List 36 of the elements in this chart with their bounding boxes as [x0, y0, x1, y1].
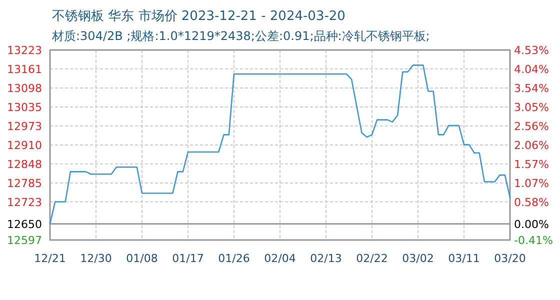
x-tick-label: 03/02 — [402, 252, 434, 265]
y2-tick-label: 2.56% — [514, 120, 549, 133]
y2-tick-label: 3.05% — [514, 100, 549, 114]
y2-tick-label: 1.07% — [514, 177, 549, 190]
x-tick-label: 02/04 — [264, 252, 296, 265]
x-tick-label: 02/13 — [310, 252, 342, 265]
x-tick-label: 03/11 — [448, 252, 480, 265]
y-tick-label: 12597 — [7, 234, 42, 247]
x-tick-label: 01/08 — [126, 252, 158, 265]
y-tick-label: 13098 — [7, 82, 42, 95]
y-tick-label: 12785 — [7, 176, 42, 190]
y-tick-label: 12848 — [7, 158, 42, 171]
y2-tick-label: 0.58% — [514, 196, 549, 209]
chart-title: 不锈钢板 华东 市场价 2023-12-21 - 2024-03-20 — [52, 9, 346, 24]
y2-tick-label: 0.00% — [514, 218, 549, 232]
y-tick-label: 13161 — [7, 62, 42, 76]
y-tick-label: 13035 — [7, 101, 42, 114]
x-tick-label: 12/21 — [34, 252, 66, 265]
x-tick-label: 01/26 — [218, 252, 250, 265]
x-tick-label: 01/17 — [172, 252, 204, 265]
x-tick-label: 12/30 — [80, 252, 112, 265]
chart-subtitle: 材质:304/2B ;规格:1.0*1219*2438;公差:0.91;品种:冷轧不锈钢平板; — [51, 29, 430, 43]
x-tick-label: 03/20 — [494, 252, 526, 265]
y2-tick-label: -0.41% — [514, 234, 553, 247]
y-tick-label: 12910 — [7, 139, 42, 152]
y-tick-label: 13223 — [7, 44, 42, 57]
line-series — [49, 64, 511, 225]
y-tick-label: 12973 — [7, 120, 42, 133]
y2-tick-label: 3.54% — [514, 82, 549, 96]
y-tick-label: 12723 — [7, 196, 42, 209]
x-tick-label: 02/22 — [356, 252, 388, 265]
y2-tick-label: 4.04% — [514, 62, 549, 76]
y-tick-label: 12650 — [7, 218, 42, 231]
y2-tick-label: 2.06% — [514, 139, 549, 152]
y2-tick-label: 4.53% — [514, 44, 549, 57]
y2-tick-label: 1.57% — [514, 158, 549, 171]
